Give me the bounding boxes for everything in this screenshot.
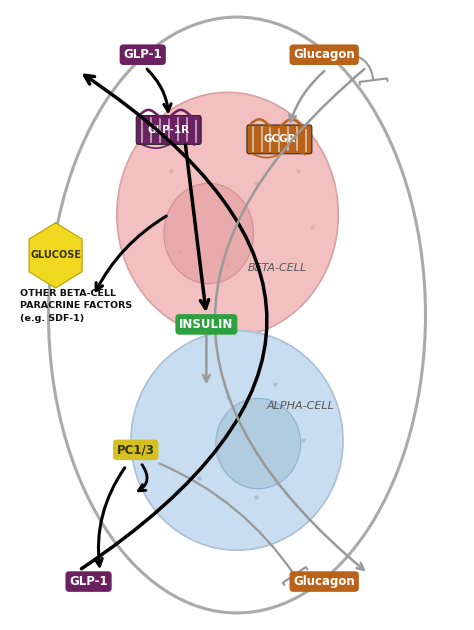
Text: INSULIN: INSULIN xyxy=(179,318,234,331)
FancyBboxPatch shape xyxy=(136,115,201,144)
Text: ALPHA-CELL: ALPHA-CELL xyxy=(267,401,335,411)
Text: Glucagon: Glucagon xyxy=(293,49,355,61)
Ellipse shape xyxy=(164,183,254,284)
Text: GLP-1R: GLP-1R xyxy=(147,125,190,135)
Text: GLP-1: GLP-1 xyxy=(69,575,108,588)
Polygon shape xyxy=(29,223,82,288)
Ellipse shape xyxy=(131,331,343,550)
Ellipse shape xyxy=(117,93,338,337)
Text: OTHER BETA-CELL
PARACRINE FACTORS
(e.g. SDF-1): OTHER BETA-CELL PARACRINE FACTORS (e.g. … xyxy=(20,289,132,323)
FancyBboxPatch shape xyxy=(247,125,312,154)
Text: GCGR: GCGR xyxy=(263,134,296,144)
Text: GLUCOSE: GLUCOSE xyxy=(30,250,81,260)
Text: GLP-1: GLP-1 xyxy=(123,49,162,61)
Text: PC1/3: PC1/3 xyxy=(117,444,155,456)
Text: BETA-CELL: BETA-CELL xyxy=(247,263,307,273)
Text: Glucagon: Glucagon xyxy=(293,575,355,588)
Ellipse shape xyxy=(216,398,301,489)
